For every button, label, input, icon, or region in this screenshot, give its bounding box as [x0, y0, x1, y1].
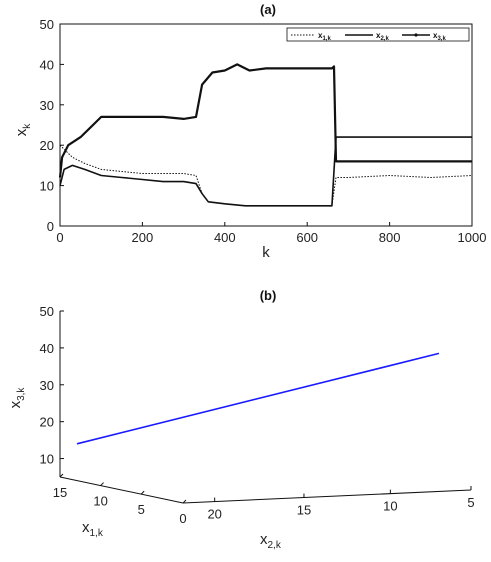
- chart-b-x-axis: [182, 489, 472, 504]
- x-tick-label: 400: [214, 230, 236, 245]
- x1-tick-label: 0: [179, 511, 186, 526]
- y-tick-label: 20: [40, 138, 54, 153]
- chart-a-ylabel-main: x: [13, 128, 30, 136]
- z-tick-label: 10: [40, 452, 54, 467]
- chart-b-ylabel: x1,k: [82, 519, 104, 539]
- y-tick-label: 10: [40, 179, 54, 194]
- x2-tick-label: 15: [297, 503, 311, 518]
- x1-tick-label: 10: [93, 494, 107, 509]
- chart-b-series-line: [76, 352, 440, 445]
- x-tick-label: 1000: [458, 230, 487, 245]
- x1-tick-mark: [182, 499, 187, 504]
- z-tick-label: 30: [40, 378, 54, 393]
- legend-marker-3: [414, 33, 418, 37]
- y-tick-label: 50: [40, 17, 54, 32]
- chart-b-title: (b): [260, 288, 277, 303]
- chart-a-title: (a): [260, 2, 276, 17]
- x-tick-label: 600: [296, 230, 318, 245]
- x-tick-label: 800: [379, 230, 401, 245]
- chart-a-ylabel-sub: k: [22, 123, 33, 129]
- x1-tick-label: 15: [53, 485, 67, 500]
- chart-a-ticks: 0 200 400 600 800 1000 0 10 20 30 40 50: [40, 17, 487, 245]
- chart-b-xlabel: x2,k: [260, 531, 282, 551]
- series-line-1: [59, 144, 473, 207]
- series-line-2: [59, 136, 472, 207]
- y-tick-label: 0: [47, 219, 54, 234]
- legend-box: [286, 27, 470, 42]
- x1-tick-mark: [140, 490, 145, 495]
- y-tick-label: 30: [40, 98, 54, 113]
- chart-a-legend: x1,k x2,k x3,k: [286, 27, 470, 42]
- z-tick-label: 50: [40, 304, 54, 319]
- x1-tick-label: 5: [138, 502, 145, 517]
- chart-a-frame: [59, 23, 473, 227]
- x2-tick-label: 5: [467, 495, 474, 510]
- legend-label-3: x3,k: [433, 31, 446, 42]
- x2-tick-label: 10: [383, 499, 397, 514]
- y-tick-label: 40: [40, 57, 54, 72]
- legend-label-2: x2,k: [376, 31, 389, 42]
- x-tick-label: 0: [56, 230, 63, 245]
- legend-label-1: x1,k: [318, 31, 331, 42]
- x-tick-label: 200: [132, 230, 154, 245]
- chart-a-series: [58, 63, 473, 207]
- chart-b-y-axis: [59, 476, 184, 504]
- x2-tick-label: 20: [207, 507, 221, 522]
- chart-a-xlabel: k: [262, 244, 270, 261]
- chart-a-ylabel: xk: [13, 123, 33, 137]
- x1-tick-mark: [59, 473, 64, 478]
- chart-b-zlabel: x3,k: [7, 387, 27, 409]
- x1-tick-mark: [100, 482, 104, 486]
- z-tick-label: 20: [40, 415, 54, 430]
- z-tick-label: 40: [40, 341, 54, 356]
- series-line-3: [58, 63, 472, 178]
